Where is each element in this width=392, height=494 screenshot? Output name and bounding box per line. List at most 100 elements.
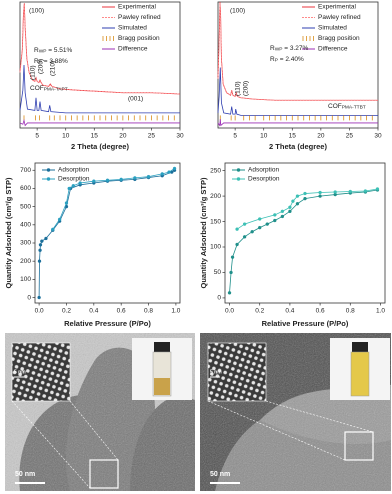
- data-point: [172, 166, 177, 171]
- data-point: [318, 194, 322, 198]
- data-point: [303, 196, 307, 201]
- data-point: [40, 239, 44, 243]
- x-tick-label: 0.8: [346, 308, 355, 315]
- legend-label: Difference: [318, 46, 348, 53]
- data-point: [71, 184, 76, 188]
- y-tick-label: 200: [210, 193, 221, 200]
- plot-frame: [34, 162, 181, 304]
- vial: [350, 351, 370, 397]
- series-line: [19, 4, 181, 95]
- data-point: [227, 291, 232, 295]
- data-point: [235, 227, 239, 231]
- legend-marker: [46, 177, 51, 181]
- legend-label: Experimental: [318, 4, 356, 11]
- x-tick-label: 1.0: [376, 308, 385, 315]
- data-point: [258, 217, 262, 221]
- x-tick-label: 15: [91, 133, 99, 140]
- y-tick-label: 100: [20, 276, 31, 283]
- y-tick-label: 700: [20, 167, 31, 174]
- annotation: (100): [29, 8, 44, 15]
- data-point: [78, 181, 82, 185]
- x-axis-label: Relative Pressure (P/Po): [262, 319, 349, 328]
- annotation-main: R: [34, 58, 39, 65]
- x-axis-label: 2 Theta (degree): [269, 142, 327, 151]
- x-tick-label: 10: [260, 133, 268, 140]
- annotation-main: R: [270, 56, 275, 63]
- x-tick-label: 1.0: [171, 308, 180, 315]
- annotation-main: R: [34, 47, 39, 54]
- data-point: [37, 259, 42, 263]
- y-axis-label: Quantity Adsorbed (cm³/g STP): [4, 177, 13, 288]
- data-point: [44, 236, 48, 241]
- data-point: [242, 235, 247, 239]
- x-tick-label: 0.2: [255, 308, 264, 315]
- data-point: [235, 242, 239, 247]
- data-point: [363, 189, 368, 193]
- data-point: [273, 213, 277, 217]
- fft-inset: [207, 342, 267, 402]
- x-tick-label: 0.0: [225, 308, 234, 315]
- annotation-sub: WP: [39, 49, 47, 55]
- data-point: [348, 189, 352, 194]
- series-line: [217, 67, 378, 116]
- data-point: [92, 179, 96, 183]
- data-point: [280, 214, 285, 219]
- micrograph-right: 50 nm 5 nm: [200, 333, 391, 491]
- x-tick-label: 0.4: [285, 308, 294, 315]
- annotation: RWP = 5.51%: [34, 47, 72, 55]
- x-axis-label: Relative Pressure (P/Po): [64, 319, 151, 328]
- data-point: [38, 243, 43, 247]
- annotation-sub: PMA-TTBT: [342, 105, 366, 111]
- zoom-line: [265, 400, 374, 433]
- data-point: [230, 255, 235, 259]
- data-point: [51, 227, 55, 232]
- annotation: (100): [230, 8, 245, 15]
- data-point: [291, 199, 295, 203]
- x-tick-label: 0.6: [117, 308, 126, 315]
- data-point: [57, 217, 62, 222]
- annotation: RP = 2.40%: [270, 56, 304, 64]
- data-point: [303, 191, 307, 196]
- inset-scale-bar-label: 5 nm: [14, 369, 26, 375]
- legend-label: Adsorption: [248, 167, 279, 174]
- annotation-main: COF: [328, 103, 342, 110]
- x-tick-label: 30: [176, 133, 184, 140]
- annotation: (210): [50, 61, 57, 76]
- vial-cap: [154, 342, 170, 352]
- series-line: [236, 188, 378, 230]
- x-axis-label: 2 Theta (degree): [71, 142, 129, 151]
- x-tick-label: 10: [62, 133, 70, 140]
- annotation-sub: WP: [275, 47, 283, 53]
- vial-cap: [352, 342, 368, 352]
- data-point: [318, 190, 322, 195]
- legend-label: Desorption: [248, 176, 280, 183]
- annotation: (110): [235, 81, 242, 96]
- data-point: [273, 218, 277, 223]
- annotation: (200): [243, 81, 250, 96]
- series-line: [19, 64, 180, 114]
- annotation: (001): [128, 96, 143, 103]
- data-point: [133, 176, 137, 180]
- annotation: RP = 3.88%: [34, 58, 68, 66]
- legend-label: Adsorption: [58, 167, 89, 174]
- annotation: (200): [38, 59, 45, 74]
- annotation-after: = 2.40%: [278, 56, 304, 63]
- zoom-line: [207, 400, 346, 461]
- micrograph-left: 50 nm 5 nm: [5, 333, 195, 491]
- legend-label: Bragg position: [318, 35, 360, 42]
- x-tick-label: 0.0: [35, 308, 44, 315]
- data-point: [38, 248, 42, 252]
- data-point: [333, 190, 337, 194]
- legend-label: Pawley refined: [318, 14, 361, 21]
- data-point: [146, 174, 151, 179]
- annotation-sub: PMA-TAPT: [44, 87, 68, 93]
- data-point: [67, 186, 71, 191]
- data-point: [64, 201, 69, 205]
- x-tick-label: 0.4: [89, 308, 98, 315]
- y-tick-label: 50: [214, 269, 222, 276]
- annotation-after: = 5.51%: [46, 47, 72, 54]
- data-point: [288, 209, 292, 214]
- annotation: COFPMA-TTBT: [328, 103, 366, 111]
- data-point: [242, 222, 247, 226]
- x-tick-label: 20: [119, 133, 127, 140]
